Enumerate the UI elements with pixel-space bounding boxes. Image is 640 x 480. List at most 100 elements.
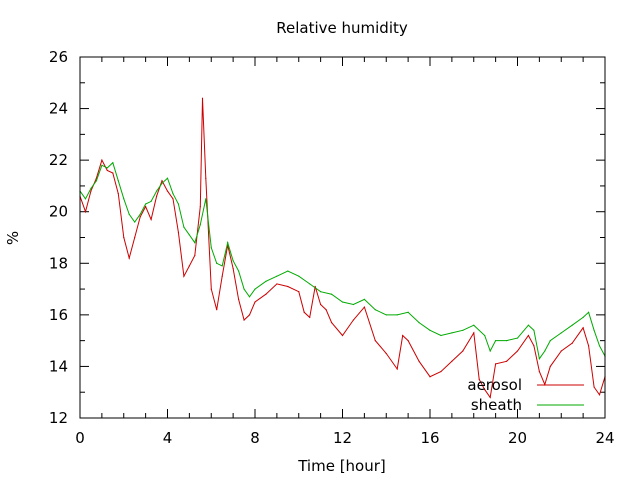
data-point-sheath: [216, 262, 218, 264]
data-point-sheath: [527, 324, 530, 326]
data-point-sheath: [177, 203, 180, 205]
data-point-sheath: [418, 321, 420, 324]
x-tick-label: 24: [595, 429, 614, 447]
data-point-aerosol: [505, 360, 508, 362]
data-point-aerosol: [303, 311, 305, 313]
data-point-aerosol: [188, 265, 190, 267]
data-point-aerosol: [495, 363, 497, 365]
data-point-aerosol: [155, 195, 158, 197]
data-point-aerosol: [199, 205, 201, 208]
x-tick-label: 20: [508, 429, 527, 447]
data-point-aerosol: [341, 334, 344, 337]
data-point-aerosol: [533, 345, 535, 347]
data-point-sheath: [95, 180, 98, 182]
data-point-sheath: [265, 280, 267, 282]
data-point-sheath: [571, 324, 573, 326]
data-point-aerosol: [396, 368, 398, 370]
y-tick-label: 14: [49, 357, 68, 375]
data-point-aerosol: [385, 352, 387, 355]
data-point-sheath: [407, 311, 409, 313]
data-point-aerosol: [194, 254, 196, 257]
data-point-aerosol: [462, 350, 464, 352]
data-point-sheath: [237, 270, 240, 272]
data-point-aerosol: [538, 370, 540, 373]
y-tick-label: 22: [49, 151, 68, 169]
data-point-aerosol: [139, 216, 141, 218]
data-point-aerosol: [145, 205, 147, 208]
data-point-sheath: [128, 213, 130, 215]
legend-label: aerosol: [467, 376, 522, 394]
data-point-aerosol: [248, 314, 251, 316]
data-point-sheath: [587, 311, 590, 313]
data-point-aerosol: [112, 172, 114, 174]
data-point-sheath: [484, 334, 486, 337]
data-point-sheath: [112, 162, 114, 164]
data-point-aerosol: [232, 267, 234, 270]
data-point-sheath: [90, 187, 92, 190]
data-point-aerosol: [582, 327, 584, 329]
data-point-sheath: [385, 314, 387, 316]
data-point-aerosol: [205, 177, 207, 179]
data-point-aerosol: [276, 283, 278, 285]
data-point-aerosol: [183, 275, 185, 277]
data-point-aerosol: [489, 396, 491, 398]
data-point-sheath: [145, 203, 147, 205]
data-point-sheath: [243, 288, 245, 290]
y-tick-label: 26: [49, 48, 68, 66]
data-point-sheath: [440, 334, 442, 337]
y-tick-label: 20: [49, 203, 68, 221]
data-point-aerosol: [473, 332, 475, 334]
data-point-sheath: [538, 358, 540, 360]
data-point-aerosol: [374, 340, 376, 342]
data-point-aerosol: [478, 378, 480, 380]
data-point-sheath: [106, 167, 108, 169]
data-point-aerosol: [254, 301, 256, 303]
data-point-sheath: [341, 301, 344, 303]
data-point-aerosol: [123, 236, 125, 239]
data-point-sheath: [429, 329, 431, 331]
data-point-aerosol: [221, 275, 223, 277]
x-tick-label: 12: [333, 429, 352, 447]
data-point-sheath: [363, 298, 365, 300]
data-point-sheath: [150, 200, 152, 202]
y-tick-label: 24: [49, 100, 68, 118]
data-point-sheath: [188, 234, 190, 236]
data-point-aerosol: [287, 285, 289, 288]
data-point-aerosol: [451, 360, 453, 362]
data-point-aerosol: [128, 257, 130, 259]
legend: aerosol sheath: [467, 376, 584, 414]
plot-frame: [79, 56, 606, 419]
data-point-aerosol: [352, 319, 355, 321]
data-point-aerosol: [527, 334, 530, 337]
data-point-sheath: [155, 190, 158, 192]
data-point-aerosol: [549, 365, 551, 368]
data-point-aerosol: [402, 334, 404, 337]
data-point-sheath: [101, 164, 103, 166]
y-tick-label: 18: [49, 254, 68, 272]
data-point-aerosol: [166, 190, 169, 192]
data-point-sheath: [598, 345, 601, 347]
data-point-sheath: [560, 332, 562, 334]
data-point-sheath: [309, 283, 311, 285]
data-point-aerosol: [117, 193, 119, 195]
data-point-aerosol: [325, 309, 327, 311]
data-point-aerosol: [106, 169, 108, 172]
data-point-aerosol: [571, 342, 573, 344]
data-point-sheath: [194, 242, 196, 244]
data-point-aerosol: [320, 303, 322, 306]
data-point-sheath: [205, 198, 207, 200]
series-line-aerosol: [79, 98, 606, 399]
series-aerosol: [79, 97, 606, 399]
series-layer: [79, 97, 606, 399]
data-point-aerosol: [440, 370, 442, 373]
x-tick-label: 16: [420, 429, 439, 447]
data-point-aerosol: [330, 321, 333, 324]
x-tick-label: 4: [163, 429, 173, 447]
data-point-aerosol: [101, 159, 103, 161]
data-point-sheath: [172, 193, 174, 195]
data-point-sheath: [330, 293, 333, 295]
data-point-sheath: [161, 182, 163, 184]
series-sheath: [79, 161, 606, 360]
data-point-sheath: [123, 198, 125, 200]
